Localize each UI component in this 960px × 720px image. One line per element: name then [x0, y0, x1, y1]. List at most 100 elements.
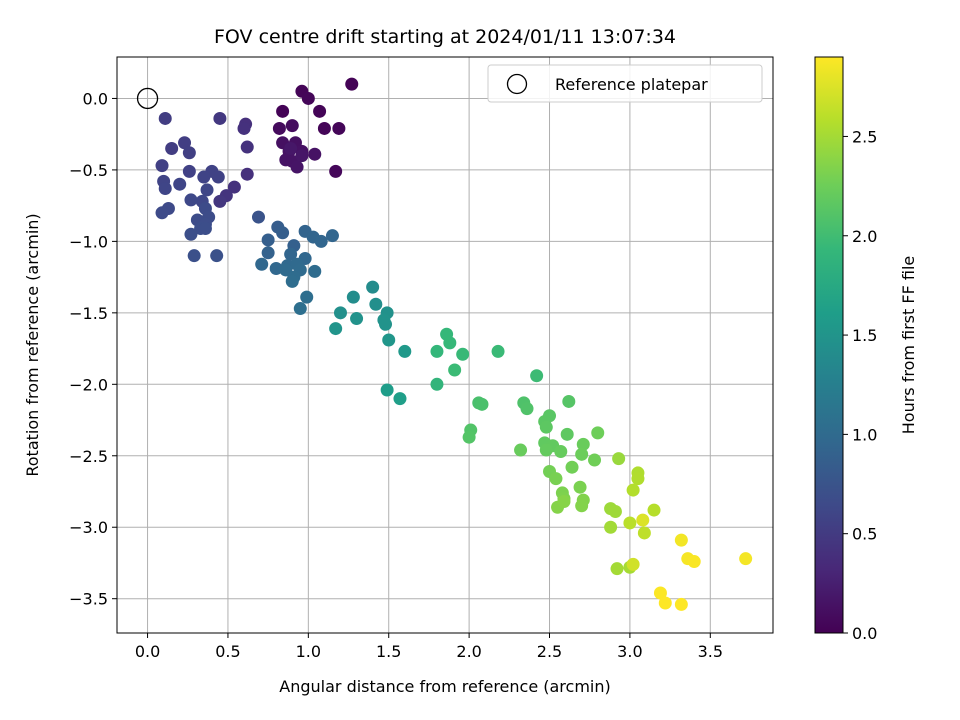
- legend-box: [487, 64, 763, 103]
- data-point: [456, 347, 470, 361]
- y-axis-label: Rotation from reference (arcmin): [23, 213, 42, 476]
- data-point: [255, 257, 269, 271]
- data-point: [612, 452, 626, 466]
- data-point: [332, 121, 346, 135]
- colorbar-tick-label: 0.0: [852, 624, 877, 643]
- data-point: [182, 164, 196, 178]
- data-point: [626, 557, 640, 571]
- data-point: [227, 180, 241, 194]
- data-point: [576, 437, 590, 451]
- colorbar-tick-label: 1.5: [852, 326, 877, 345]
- colorbar-tick-label: 2.0: [852, 227, 877, 246]
- data-point: [591, 426, 605, 440]
- colorbar-label: Hours from first FF file: [899, 256, 918, 435]
- data-point: [647, 503, 661, 517]
- data-point: [184, 227, 198, 241]
- x-tick-label: 3.5: [698, 642, 723, 661]
- data-point: [631, 472, 645, 486]
- data-point: [240, 140, 254, 154]
- chart-title: FOV centre drift starting at 2024/01/11 …: [214, 26, 676, 48]
- data-point: [560, 427, 574, 441]
- y-tick-label: −3.5: [69, 590, 108, 609]
- legend-label: Reference platepar: [555, 75, 708, 94]
- data-point: [187, 249, 201, 263]
- data-point: [557, 495, 571, 509]
- data-point: [346, 290, 360, 304]
- data-point: [317, 121, 331, 135]
- data-point: [379, 317, 393, 331]
- data-point: [604, 520, 618, 534]
- data-point: [345, 77, 359, 91]
- data-point: [197, 170, 211, 184]
- data-point: [261, 233, 275, 247]
- reference-marker: [136, 87, 159, 110]
- data-point: [313, 104, 327, 118]
- colorbar-gradient: [814, 56, 844, 634]
- data-point: [491, 344, 505, 358]
- y-tick-label: −1.0: [69, 232, 108, 251]
- data-point: [573, 480, 587, 494]
- data-point: [549, 472, 563, 486]
- data-point: [539, 420, 553, 434]
- data-point: [314, 234, 328, 248]
- data-point: [329, 164, 343, 178]
- data-point: [284, 247, 298, 261]
- data-point: [565, 460, 579, 474]
- y-axis-ticks: 0.0 −0.5 −1.0 −1.5 −2.0 −2.5 −3.0 −3.5: [69, 89, 117, 609]
- data-point: [739, 552, 753, 566]
- data-point: [158, 111, 172, 125]
- data-point: [308, 264, 322, 278]
- data-point: [588, 453, 602, 467]
- data-point: [562, 394, 576, 408]
- data-point: [575, 447, 589, 461]
- data-point: [623, 516, 637, 530]
- y-tick-label: −2.0: [69, 375, 108, 394]
- data-point: [539, 443, 553, 457]
- data-point: [285, 119, 299, 133]
- data-point: [350, 312, 364, 326]
- reference-point: [136, 87, 159, 110]
- data-point: [325, 229, 339, 243]
- data-point: [261, 246, 275, 260]
- data-point: [530, 369, 544, 383]
- data-points: [155, 77, 753, 611]
- x-tick-label: 2.0: [456, 642, 481, 661]
- data-point: [251, 210, 265, 224]
- data-point: [200, 183, 214, 197]
- data-point: [285, 274, 299, 288]
- data-point: [658, 596, 672, 610]
- data-point: [213, 194, 227, 208]
- data-point: [674, 597, 688, 611]
- data-point: [165, 141, 179, 155]
- colorbar-ticks: 0.0 0.5 1.0 1.5 2.0 2.5: [843, 127, 877, 643]
- data-point: [158, 181, 172, 195]
- data-point: [210, 249, 224, 263]
- y-tick-label: −0.5: [69, 161, 108, 180]
- data-point: [182, 146, 196, 160]
- x-tick-label: 0.0: [135, 642, 160, 661]
- colorbar-tick-label: 1.0: [852, 425, 877, 444]
- data-point: [333, 306, 347, 320]
- data-point: [462, 430, 476, 444]
- data-point: [301, 91, 315, 105]
- colorbar: 0.0 0.5 1.0 1.5 2.0 2.5 Hours from first FF f…: [814, 56, 918, 643]
- data-point: [475, 397, 489, 411]
- data-point: [626, 483, 640, 497]
- data-point: [329, 322, 343, 336]
- data-point: [448, 363, 462, 377]
- data-point: [554, 444, 568, 458]
- data-point: [674, 533, 688, 547]
- data-point: [284, 141, 298, 155]
- data-point: [184, 193, 198, 207]
- data-point: [173, 177, 187, 191]
- data-point: [575, 499, 589, 513]
- data-point: [276, 226, 290, 240]
- y-tick-label: −2.5: [69, 447, 108, 466]
- x-tick-label: 3.0: [617, 642, 642, 661]
- data-point: [514, 443, 528, 457]
- data-point: [293, 302, 307, 316]
- data-point: [295, 149, 309, 163]
- legend: Reference platepar: [487, 64, 763, 103]
- x-axis-label: Angular distance from reference (arcmin): [279, 677, 610, 696]
